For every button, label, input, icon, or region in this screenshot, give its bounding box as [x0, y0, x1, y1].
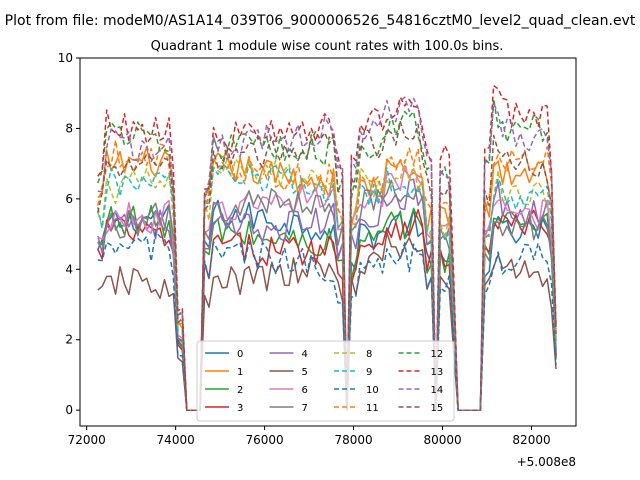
legend-box [196, 340, 455, 422]
figure-suptitle: Plot from file: modeM0/AS1A14_039T06_900… [5, 13, 636, 29]
x-tick-label: 76000 [246, 433, 284, 447]
legend-label-2: 2 [237, 385, 243, 396]
y-tick-label: 4 [65, 262, 73, 276]
y-tick-label: 0 [65, 403, 73, 417]
legend-label-1: 1 [237, 367, 243, 378]
y-tick-label: 8 [65, 121, 73, 135]
plot-frame [79, 57, 577, 427]
legend-label-8: 8 [366, 349, 372, 360]
legend-label-5: 5 [302, 367, 308, 378]
y-tick-label: 10 [58, 51, 73, 65]
legend-label-4: 4 [302, 349, 308, 360]
legend-label-15: 15 [431, 403, 444, 414]
legend-label-3: 3 [237, 403, 243, 414]
series-line-15 [97, 120, 557, 411]
x-tick-label: 72000 [68, 433, 106, 447]
x-tick-label: 82000 [512, 433, 550, 447]
y-tick-label: 6 [65, 192, 73, 206]
series-line-14 [97, 96, 557, 411]
legend-label-10: 10 [366, 385, 379, 396]
y-tick-label: 2 [65, 333, 73, 347]
x-tick-label: 78000 [334, 433, 372, 447]
legend-label-11: 11 [366, 403, 379, 414]
legend-label-0: 0 [237, 349, 243, 360]
legend-label-9: 9 [366, 367, 372, 378]
series-layer [97, 84, 557, 411]
legend-label-12: 12 [431, 349, 444, 360]
x-offset-label: +5.008e8 [517, 455, 576, 469]
legend-label-7: 7 [302, 403, 308, 414]
x-tick-label: 80000 [423, 433, 461, 447]
chart-title: Quadrant 1 module wise count rates with … [151, 39, 504, 54]
legend-label-6: 6 [302, 385, 308, 396]
legend-label-14: 14 [431, 385, 444, 396]
x-tick-label: 74000 [157, 433, 195, 447]
legend-label-13: 13 [431, 367, 444, 378]
